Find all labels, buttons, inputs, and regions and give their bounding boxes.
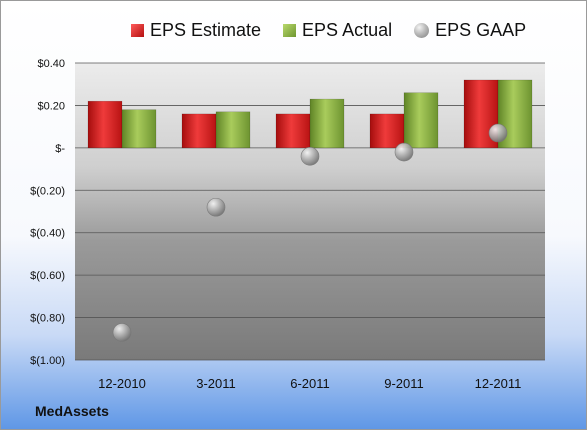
bar-eps-actual-9-2011 — [403, 92, 439, 149]
x-tick-label-4: 12-2011 — [475, 376, 522, 391]
bar-eps-actual-12-2010 — [121, 109, 157, 149]
bar-eps-estimate-3-2011 — [181, 113, 217, 149]
brand-label: MedAssets — [35, 403, 109, 419]
bar-eps-estimate-9-2011 — [369, 113, 405, 149]
y-tick-label-7: $(1.00) — [30, 355, 65, 367]
legend-label-eps-estimate: EPS Estimate — [150, 19, 262, 40]
point-eps-gaap-12-2011 — [488, 123, 508, 143]
point-eps-gaap-9-2011 — [394, 142, 414, 162]
y-tick-label-0: $0.40 — [37, 58, 65, 70]
y-tick-label-6: $(0.80) — [30, 313, 65, 325]
legend-label-eps-actual: EPS Actual — [302, 19, 393, 40]
x-tick-label-0: 12-2010 — [98, 376, 146, 391]
x-tick-label-1: 3-2011 — [196, 376, 236, 391]
legend: EPS Estimate EPS Actual EPS GAAP — [131, 18, 526, 42]
bars — [87, 79, 533, 149]
x-tick-label-3: 9-2011 — [384, 376, 424, 391]
point-eps-gaap-3-2011 — [206, 197, 226, 217]
bar-eps-actual-3-2011 — [215, 111, 251, 149]
legend-label-eps-gaap: EPS GAAP — [435, 19, 527, 40]
y-tick-label-2: $- — [55, 143, 65, 155]
x-axis-tick-labels: 12-2010 3-2011 6-2011 9-2011 12-2011 — [98, 376, 521, 391]
legend-item-eps-actual: EPS Actual — [283, 20, 392, 41]
legend-item-eps-gaap: EPS GAAP — [414, 20, 526, 41]
legend-swatch-eps-gaap — [414, 22, 430, 38]
y-tick-label-3: $(0.20) — [30, 185, 65, 197]
y-tick-label-4: $(0.40) — [30, 228, 65, 240]
legend-item-eps-estimate: EPS Estimate — [131, 20, 261, 41]
bar-eps-actual-6-2011 — [309, 98, 345, 149]
legend-swatch-eps-actual — [283, 23, 297, 37]
bar-eps-estimate-6-2011 — [275, 113, 311, 149]
y-axis-tick-labels: $0.40 $0.20 $- $(0.20) $(0.40) $(0.60) $(0.80)… — [30, 58, 65, 367]
point-eps-gaap-6-2011 — [300, 147, 320, 166]
point-eps-gaap-12-2010 — [112, 323, 132, 342]
x-tick-label-2: 6-2011 — [290, 376, 330, 391]
bar-eps-estimate-12-2010 — [87, 100, 123, 149]
legend-swatch-eps-estimate — [131, 23, 144, 37]
gaap-points — [112, 123, 508, 342]
y-tick-label-1: $0.20 — [37, 100, 65, 112]
y-tick-label-5: $(0.60) — [30, 270, 65, 282]
